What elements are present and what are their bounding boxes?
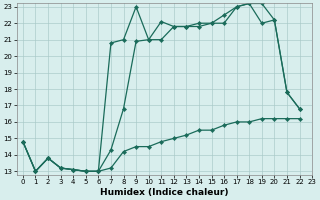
X-axis label: Humidex (Indice chaleur): Humidex (Indice chaleur) — [100, 188, 228, 197]
